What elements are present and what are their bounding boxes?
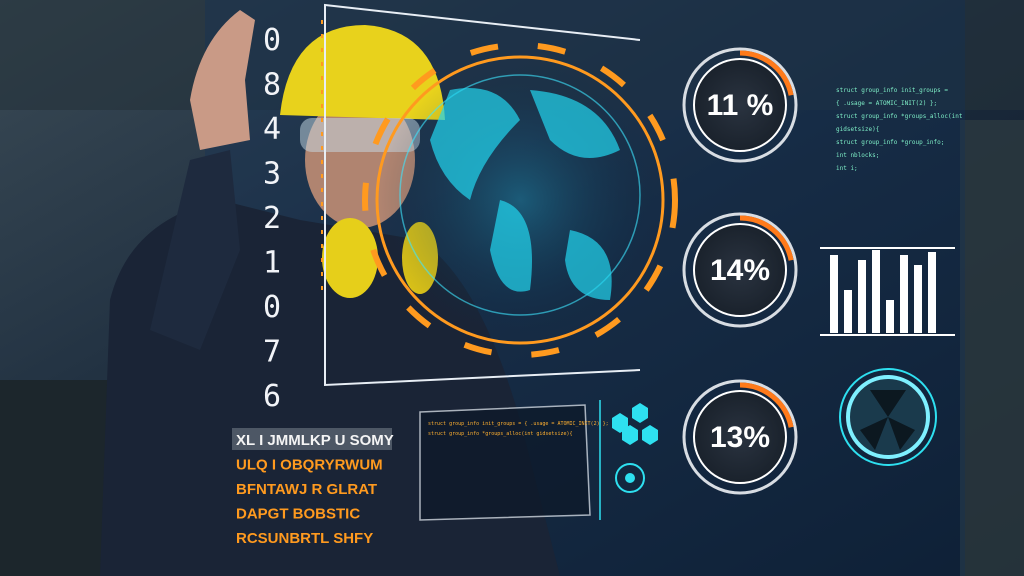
letter-highlight: [232, 428, 392, 450]
gauge-face: [693, 390, 787, 484]
gauge-label: 11 %: [707, 89, 774, 122]
code-line: struct group_info init_groups =: [836, 87, 948, 94]
code-line: { .usage = ATOMIC_INIT(2) };: [836, 100, 937, 107]
hexagons: [612, 403, 658, 445]
gauge-face: [693, 58, 787, 152]
machinery-right: [960, 120, 1024, 576]
cyan-knob-center: [625, 473, 635, 483]
fan-blades: [860, 390, 915, 450]
code-line: struct group_info *groups_alloc(int gids…: [428, 431, 573, 437]
code-line: gidsetsize){: [836, 126, 879, 133]
letter-rows: XL I JMMLKP U SOMY ULQ I OBQRYRWUM BFNTAWJ…: [236, 432, 394, 547]
scale-digit: 0: [263, 23, 281, 58]
ear-muff-left: [322, 218, 378, 298]
gauge-outer: [682, 47, 798, 163]
scale-digit: 3: [263, 157, 281, 192]
fan-dial-ring: [839, 368, 937, 466]
globe-glow: [380, 60, 660, 340]
letter-row: ULQ I OBQRYRWUM: [236, 457, 383, 474]
code-line: int i;: [836, 165, 858, 172]
globe-ring: [375, 55, 665, 345]
globe-continents: [430, 88, 620, 300]
cyan-knob: [615, 463, 645, 493]
code-line: int nblocks;: [836, 152, 879, 159]
globe-ring-dashed: [362, 42, 678, 358]
letter-row: RCSUNBRTL SHFY: [236, 530, 373, 547]
scale-digit: 0: [263, 290, 281, 325]
code-panel: struct group_info init_groups = { .usage …: [836, 87, 963, 172]
gauge-outer: [682, 379, 798, 495]
letter-row: DAPGT BOBSTIC: [236, 506, 360, 523]
gauge-face: [693, 223, 787, 317]
bar-graphic: [830, 250, 936, 333]
worker-hand: [190, 10, 255, 150]
scale-digit: 4: [263, 112, 281, 147]
globe: [399, 74, 641, 316]
scale-digit: 2: [263, 201, 281, 236]
gauges: 11 % 14% 13%: [682, 47, 798, 495]
panel-frame: [324, 3, 641, 387]
gauge-outer: [682, 212, 798, 328]
gauge-arc: [739, 215, 794, 261]
scale-digit: 1: [263, 246, 281, 281]
worker-arm: [150, 150, 240, 350]
small-code-frame: [419, 404, 591, 521]
code-line: struct group_info *groups_alloc(int: [836, 113, 963, 120]
scale-digit: 6: [263, 379, 281, 414]
scale-digit: 7: [263, 335, 281, 370]
gauge-label: 13%: [710, 421, 770, 454]
small-code-panel: struct group_info init_groups = { .usage…: [428, 421, 609, 437]
scale-digits: 0 8 4 3 2 1 0 7 6: [263, 23, 281, 414]
letter-row: XL I JMMLKP U SOMY: [236, 432, 394, 449]
code-line: struct group_info init_groups = { .usage…: [428, 421, 609, 427]
gauge-arc: [739, 50, 794, 96]
letter-row: BFNTAWJ R GLRAT: [236, 481, 377, 498]
gauge-label: 14%: [710, 254, 770, 287]
scale-digit: 8: [263, 68, 281, 103]
code-line: struct group_info *group_info;: [836, 139, 944, 146]
gauge-arc: [739, 382, 794, 428]
